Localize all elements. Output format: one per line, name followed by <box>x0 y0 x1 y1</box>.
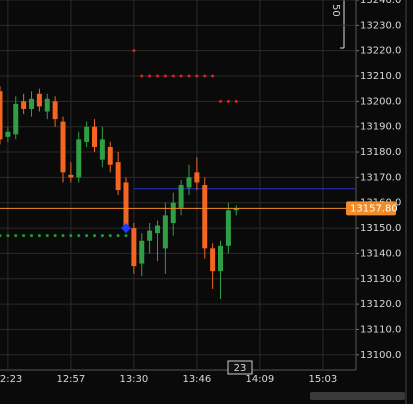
y-tick-label: 13110.0 <box>360 324 401 335</box>
level-dot <box>77 234 81 238</box>
y-tick-label: 13150.0 <box>360 223 401 234</box>
price-label: 13157.80 <box>350 203 398 214</box>
x-tick-label: 12:57 <box>56 374 85 385</box>
candle-body <box>194 172 200 183</box>
candle-body <box>21 101 27 109</box>
candle-body <box>68 174 74 178</box>
level-dot <box>219 99 222 103</box>
level-dot <box>124 234 128 238</box>
candle-body <box>131 228 137 267</box>
candle-body <box>139 240 145 264</box>
candle-body <box>29 98 34 109</box>
level-dot <box>163 74 167 78</box>
level-dot <box>156 74 159 78</box>
level-dot <box>61 234 65 238</box>
candle-body <box>84 126 90 142</box>
candle-body <box>115 162 121 191</box>
level-dot <box>45 234 49 238</box>
level-dot <box>30 234 33 238</box>
cursor-label: 23 <box>234 363 247 374</box>
y-tick-label: 13230.0 <box>360 20 401 31</box>
y-tick-label: 13240.0 <box>360 0 401 6</box>
y-tick-label: 13170.0 <box>360 172 401 183</box>
level-dot <box>226 99 230 103</box>
cursor-label-box <box>227 360 253 375</box>
candle-body <box>60 121 66 173</box>
level-dot <box>93 234 96 238</box>
candle-body <box>233 208 239 211</box>
candle-body <box>170 202 176 224</box>
level-dot <box>140 74 144 78</box>
candle-body <box>0 91 3 140</box>
level-dot <box>100 234 104 238</box>
candle-body <box>5 131 11 137</box>
marker <box>121 223 131 234</box>
level-dot <box>116 234 120 238</box>
y-tick-label: 13220.0 <box>360 46 401 57</box>
y-tick-label: 13200.0 <box>360 96 401 107</box>
candle-body <box>202 185 208 249</box>
x-tick-label: 12:23 <box>0 374 22 385</box>
level-dot <box>234 99 238 103</box>
level-dot <box>69 234 73 238</box>
level-dot <box>85 234 89 238</box>
level-dot <box>148 74 152 78</box>
candle-body <box>76 139 82 178</box>
level-dot <box>0 234 2 238</box>
y-tick-label: 13180.0 <box>360 147 401 158</box>
level-dot <box>6 234 10 238</box>
candle-body <box>36 93 42 107</box>
level-dot <box>14 234 18 238</box>
candle-body <box>107 146 113 165</box>
candle-body <box>52 101 58 120</box>
candle-body <box>147 230 153 241</box>
level-dot <box>203 74 207 78</box>
level-dot <box>179 74 183 78</box>
candle-body <box>218 245 223 272</box>
candle-body <box>162 215 168 249</box>
candle-body <box>186 177 192 188</box>
candle-body <box>225 210 231 246</box>
candle-body <box>44 98 50 112</box>
candle-body <box>123 182 129 229</box>
level-dot <box>132 49 136 53</box>
x-tick-label: 15:03 <box>308 374 337 385</box>
candle-body <box>92 126 97 147</box>
y-tick-label: 13130.0 <box>360 274 401 285</box>
corner-label: 50 <box>330 4 341 17</box>
level-dot <box>37 234 41 238</box>
x-tick-label: 13:30 <box>119 374 148 385</box>
y-tick-label: 13210.0 <box>360 71 401 82</box>
level-dot <box>195 74 199 78</box>
x-tick-label: 14:09 <box>245 374 274 385</box>
y-tick-label: 13120.0 <box>360 299 401 310</box>
level-dot <box>22 234 26 238</box>
level-dot <box>211 74 215 78</box>
candle-body <box>99 139 105 160</box>
level-dot <box>53 234 57 238</box>
scrollbar[interactable] <box>310 392 405 400</box>
y-tick-label: 13140.0 <box>360 248 401 259</box>
candle-body <box>13 103 19 135</box>
price-label-box <box>346 201 396 216</box>
candle-body <box>210 248 216 272</box>
level-dot <box>187 74 191 78</box>
candle-body <box>155 225 160 234</box>
y-tick-label: 13190.0 <box>360 122 401 133</box>
x-tick-label: 13:46 <box>182 374 211 385</box>
candle-body <box>178 185 184 208</box>
level-dot <box>171 74 175 78</box>
level-dot <box>108 234 112 238</box>
y-tick-label: 13100.0 <box>360 350 401 361</box>
